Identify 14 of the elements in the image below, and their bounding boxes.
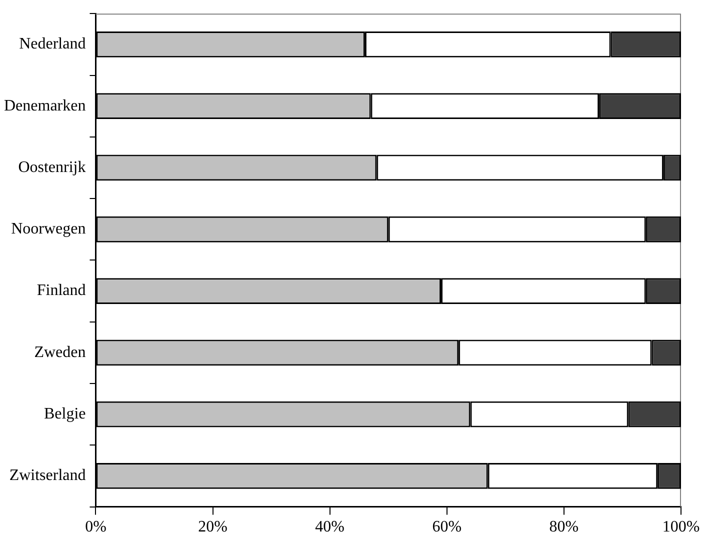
x-tick-label: 60%	[432, 518, 462, 536]
y-tick-label: Nederland	[19, 36, 86, 53]
y-tick-label: Zwitserland	[9, 467, 86, 484]
y-tick-label: Belgie	[44, 406, 86, 423]
y-tick-label: Noorwegen	[11, 220, 86, 238]
y-tick-label: Denemarken	[4, 97, 86, 114]
x-tick-label: 100%	[662, 518, 700, 536]
x-tick-label: 40%	[315, 518, 345, 536]
x-tick-label: 80%	[549, 518, 579, 536]
y-tick-label: Oostenrijk	[18, 158, 86, 176]
y-tick-label: Zweden	[34, 344, 86, 361]
y-tick-label: Finland	[36, 282, 86, 300]
x-tick-label: 20%	[198, 518, 228, 536]
x-tick-label: 0%	[85, 518, 106, 536]
